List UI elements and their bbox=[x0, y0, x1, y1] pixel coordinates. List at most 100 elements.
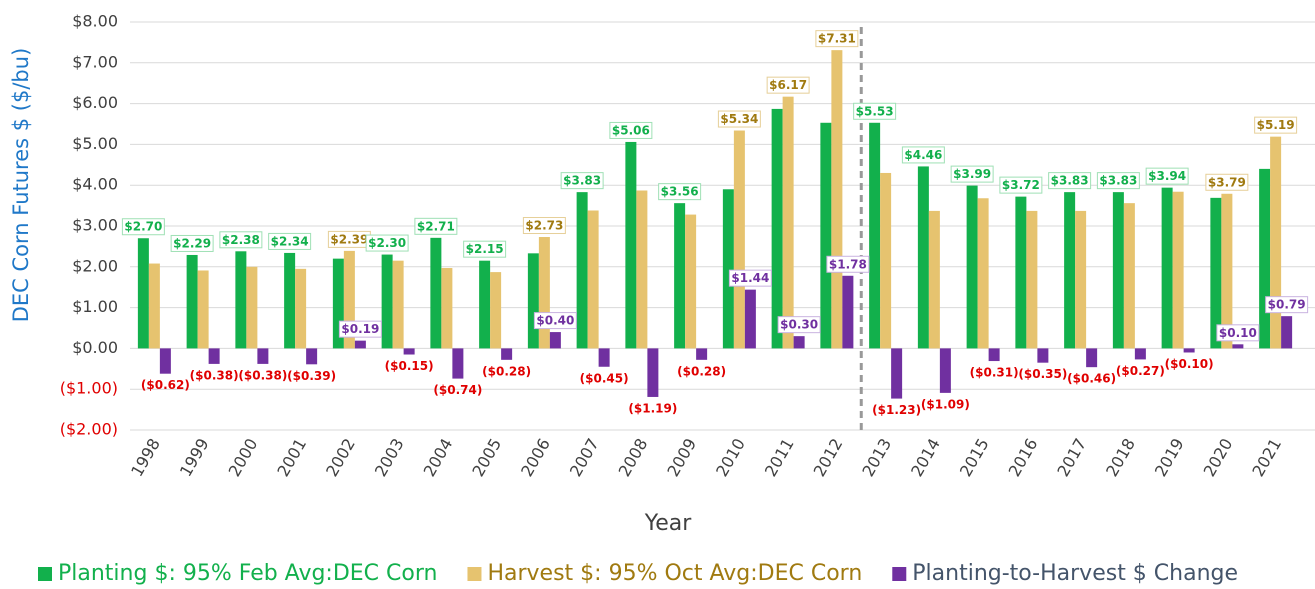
data-label: $0.40 bbox=[536, 314, 574, 328]
data-label: ($0.74) bbox=[433, 383, 482, 397]
bar bbox=[186, 254, 198, 349]
data-label: $5.34 bbox=[720, 112, 758, 126]
bar bbox=[576, 192, 588, 349]
label-box bbox=[815, 30, 859, 48]
label-box bbox=[1205, 173, 1249, 191]
y-tick-label: $6.00 bbox=[72, 93, 118, 112]
bar bbox=[842, 275, 854, 349]
legend-swatch bbox=[38, 567, 52, 581]
bar bbox=[452, 348, 464, 379]
bar bbox=[430, 237, 442, 349]
x-tick-label: 2008 bbox=[615, 435, 652, 480]
y-tick-label: $4.00 bbox=[72, 175, 118, 194]
label-box bbox=[560, 172, 604, 190]
y-tick-label: ($2.00) bbox=[60, 420, 118, 439]
y-tick-label: $7.00 bbox=[72, 52, 118, 71]
bar bbox=[674, 203, 686, 349]
label-box bbox=[609, 121, 653, 139]
label-box bbox=[365, 234, 409, 252]
bar bbox=[939, 348, 951, 393]
bar bbox=[501, 348, 513, 360]
bar bbox=[1259, 168, 1271, 349]
label-box bbox=[268, 232, 312, 250]
data-label: ($0.46) bbox=[1067, 372, 1116, 386]
data-label: $4.46 bbox=[904, 148, 942, 162]
label-box bbox=[414, 217, 458, 235]
bar bbox=[1270, 136, 1282, 349]
data-label: $3.83 bbox=[1051, 174, 1089, 188]
data-label: $2.29 bbox=[173, 236, 211, 250]
bar bbox=[771, 108, 783, 349]
data-label: $2.71 bbox=[417, 219, 455, 233]
label-box bbox=[999, 176, 1043, 194]
bar bbox=[625, 141, 637, 349]
data-label: $5.53 bbox=[856, 104, 894, 118]
label-box bbox=[950, 165, 994, 183]
bar bbox=[403, 348, 415, 355]
label-box bbox=[463, 240, 507, 258]
bar bbox=[137, 238, 149, 349]
data-label: ($0.39) bbox=[287, 369, 336, 383]
bar bbox=[479, 260, 491, 349]
bar bbox=[891, 348, 903, 399]
data-label: $3.83 bbox=[1099, 174, 1137, 188]
x-tick-label: 2020 bbox=[1200, 435, 1237, 480]
x-tick-label: 2018 bbox=[1102, 435, 1139, 480]
bar bbox=[343, 250, 355, 349]
bar bbox=[284, 252, 296, 349]
data-label: $3.56 bbox=[661, 185, 699, 199]
bar bbox=[197, 270, 209, 349]
label-box bbox=[853, 102, 897, 120]
bar bbox=[831, 50, 843, 349]
bar bbox=[1161, 187, 1173, 349]
data-label: $0.19 bbox=[341, 322, 379, 336]
bar bbox=[598, 348, 610, 367]
bar bbox=[381, 254, 393, 349]
data-label: $3.94 bbox=[1148, 169, 1186, 183]
x-tick-label: 1999 bbox=[176, 435, 213, 480]
x-tick-label: 2021 bbox=[1248, 435, 1285, 480]
data-label: ($1.23) bbox=[872, 403, 921, 417]
data-label: $3.83 bbox=[563, 174, 601, 188]
data-label: $0.10 bbox=[1219, 326, 1257, 340]
data-label: $6.17 bbox=[769, 78, 807, 92]
x-tick-label: 2005 bbox=[468, 435, 505, 480]
data-label: $2.15 bbox=[466, 242, 504, 256]
data-label: $2.70 bbox=[124, 220, 162, 234]
x-tick-label: 2002 bbox=[322, 435, 359, 480]
bar bbox=[733, 130, 745, 349]
bar bbox=[793, 336, 805, 349]
data-label: $2.73 bbox=[525, 219, 563, 233]
bar bbox=[1037, 348, 1049, 363]
data-label: ($0.38) bbox=[238, 368, 287, 382]
data-label: ($1.09) bbox=[921, 397, 970, 411]
label-box bbox=[338, 320, 382, 338]
label-box bbox=[533, 312, 577, 330]
label-box bbox=[1216, 324, 1260, 342]
label-box bbox=[766, 76, 810, 94]
x-tick-label: 2019 bbox=[1151, 435, 1188, 480]
bar bbox=[1172, 191, 1184, 349]
bar bbox=[869, 122, 881, 349]
label-box bbox=[777, 316, 821, 334]
data-label: $3.99 bbox=[953, 167, 991, 181]
bar bbox=[1281, 316, 1293, 349]
x-tick-label: 2010 bbox=[712, 435, 749, 480]
x-tick-label: 2014 bbox=[907, 435, 944, 480]
bar bbox=[306, 348, 318, 365]
label-box bbox=[1254, 116, 1298, 134]
x-tick-label: 2006 bbox=[517, 435, 554, 480]
data-label: ($0.45) bbox=[580, 371, 629, 385]
data-label: $5.06 bbox=[612, 123, 650, 137]
bar bbox=[722, 189, 734, 349]
data-label: ($0.28) bbox=[482, 364, 531, 378]
bar bbox=[1183, 348, 1195, 353]
label-box bbox=[826, 255, 870, 273]
bar bbox=[208, 348, 220, 364]
bar bbox=[490, 272, 502, 349]
data-label: $2.38 bbox=[222, 233, 260, 247]
bar bbox=[295, 268, 307, 349]
bar bbox=[1232, 344, 1244, 349]
x-tick-label: 2011 bbox=[761, 435, 798, 480]
label-box bbox=[219, 231, 263, 249]
